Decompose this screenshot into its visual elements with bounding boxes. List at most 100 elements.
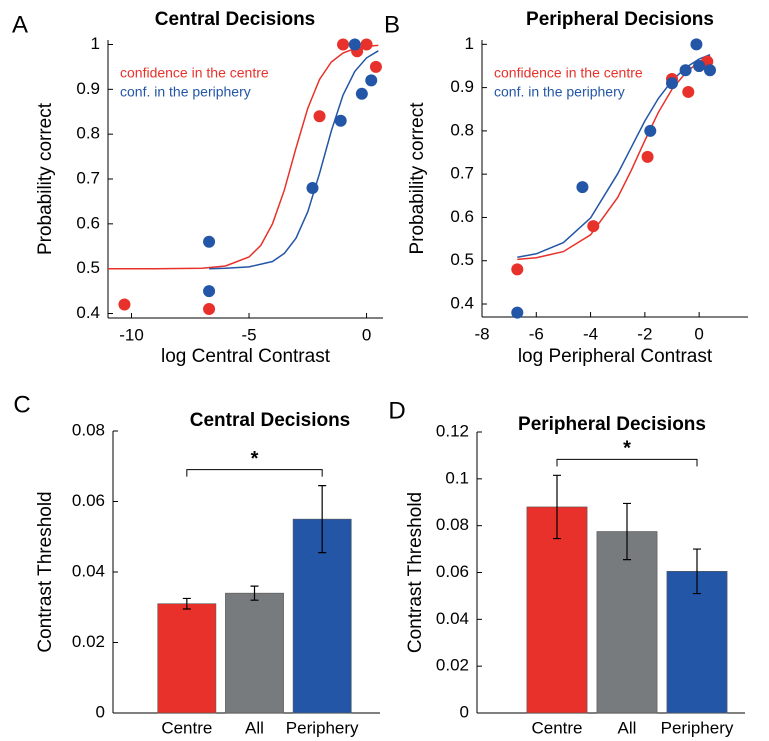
- x-tick-label: -5: [241, 325, 256, 344]
- significance-bracket: [556, 458, 698, 467]
- x-tick-label: -2: [637, 324, 652, 343]
- y-tick-label: 0.9: [76, 79, 100, 98]
- chart-title: Peripheral Decisions: [526, 9, 714, 30]
- data-point: [641, 150, 654, 163]
- bar: [157, 603, 217, 714]
- legend-entry: confidence in the centre: [494, 65, 643, 81]
- data-point: [682, 85, 695, 98]
- data-point: [203, 235, 216, 248]
- fit-curve: [108, 44, 379, 270]
- y-tick-label: 0.7: [76, 168, 100, 187]
- data-point: [334, 114, 347, 127]
- data-point: [679, 64, 692, 77]
- data-point: [666, 77, 678, 90]
- error-bar: [182, 597, 191, 610]
- y-tick-label: 0.7: [450, 164, 474, 183]
- bar: [666, 571, 728, 714]
- legend-entry: confidence in the centre: [120, 65, 269, 81]
- x-tick-label: Periphery: [661, 718, 734, 737]
- y-axis-label: Contrast Threshold: [405, 492, 426, 653]
- data-point: [690, 38, 703, 51]
- y-axis-label: Probability correct: [407, 102, 428, 255]
- x-tick-label: 0: [694, 324, 703, 343]
- x-tick-label: 0: [362, 325, 371, 344]
- error-bar: [318, 485, 327, 554]
- data-point: [587, 220, 600, 233]
- chart-title: Peripheral Decisions: [518, 414, 706, 435]
- data-point: [203, 303, 216, 316]
- x-tick-label: All: [245, 718, 264, 737]
- fit-curve: [209, 50, 379, 270]
- significance-bracket: [186, 469, 323, 477]
- y-tick-label: 0.08: [436, 515, 469, 534]
- data-point: [511, 263, 524, 276]
- y-tick-label: 0.02: [436, 656, 469, 675]
- y-tick-label: 0.6: [76, 213, 100, 232]
- data-point: [348, 38, 361, 51]
- bar: [596, 531, 658, 714]
- error-bar: [250, 585, 259, 601]
- y-tick-label: 0.6: [450, 207, 474, 226]
- x-tick-label: -4: [583, 324, 598, 343]
- data-point: [118, 298, 131, 311]
- chart-title: Central Decisions: [190, 410, 351, 431]
- y-axis-label: Contrast Threshold: [35, 491, 56, 652]
- y-tick-label: 0.4: [450, 294, 474, 313]
- x-axis-label: log Central Contrast: [161, 346, 331, 367]
- data-point: [644, 124, 657, 137]
- y-tick-label: 0.08: [72, 420, 105, 439]
- x-tick-label: All: [618, 718, 637, 737]
- y-tick-label: 0.9: [450, 77, 474, 96]
- y-tick-label: 0.02: [72, 632, 105, 651]
- y-tick-label: 0: [460, 702, 469, 721]
- bar: [526, 506, 588, 714]
- data-point: [365, 74, 378, 87]
- significance-label: *: [251, 448, 259, 470]
- y-tick-label: 0.12: [436, 421, 469, 440]
- data-point: [511, 306, 524, 319]
- panel-label: D: [388, 397, 405, 424]
- error-bar: [553, 474, 561, 540]
- panel-label: C: [13, 391, 30, 418]
- data-point: [313, 110, 326, 123]
- data-point: [337, 38, 350, 51]
- y-tick-label: 0: [96, 702, 105, 721]
- legend-entry: conf. in the periphery: [494, 84, 625, 100]
- data-point: [704, 64, 716, 77]
- data-point: [360, 38, 373, 51]
- error-bar: [693, 548, 701, 595]
- y-tick-label: 0.8: [450, 120, 474, 139]
- y-tick-label: 1: [91, 34, 100, 53]
- y-tick-label: 0.4: [76, 303, 100, 322]
- x-tick-label: -6: [529, 324, 544, 343]
- y-tick-label: 1: [465, 34, 474, 53]
- y-tick-label: 0.5: [450, 250, 474, 269]
- data-point: [355, 87, 368, 100]
- chart-title: Central Decisions: [155, 9, 316, 30]
- panel-label: A: [12, 11, 28, 38]
- x-axis-label: log Peripheral Contrast: [518, 346, 713, 367]
- significance-label: *: [623, 438, 631, 460]
- y-tick-label: 0.5: [76, 258, 100, 277]
- legend-entry: conf. in the periphery: [120, 84, 251, 100]
- y-tick-label: 0.8: [76, 124, 100, 143]
- data-point: [369, 60, 382, 73]
- x-tick-label: -8: [474, 324, 489, 343]
- y-tick-label: 0.06: [436, 562, 469, 581]
- x-tick-label: Centre: [531, 718, 582, 737]
- data-point: [203, 285, 216, 298]
- x-tick-label: -10: [119, 325, 144, 344]
- y-axis-label: Probability correct: [35, 102, 56, 255]
- error-bar: [623, 502, 631, 561]
- y-tick-label: 0.04: [436, 609, 469, 628]
- y-tick-label: 0.04: [72, 561, 105, 580]
- y-tick-label: 0.1: [445, 468, 469, 487]
- data-point: [306, 181, 319, 194]
- data-point: [693, 59, 706, 72]
- panel-label: B: [384, 11, 400, 38]
- data-point: [576, 181, 589, 194]
- x-tick-label: Periphery: [286, 718, 359, 737]
- bar: [225, 592, 284, 714]
- y-tick-label: 0.06: [72, 491, 105, 510]
